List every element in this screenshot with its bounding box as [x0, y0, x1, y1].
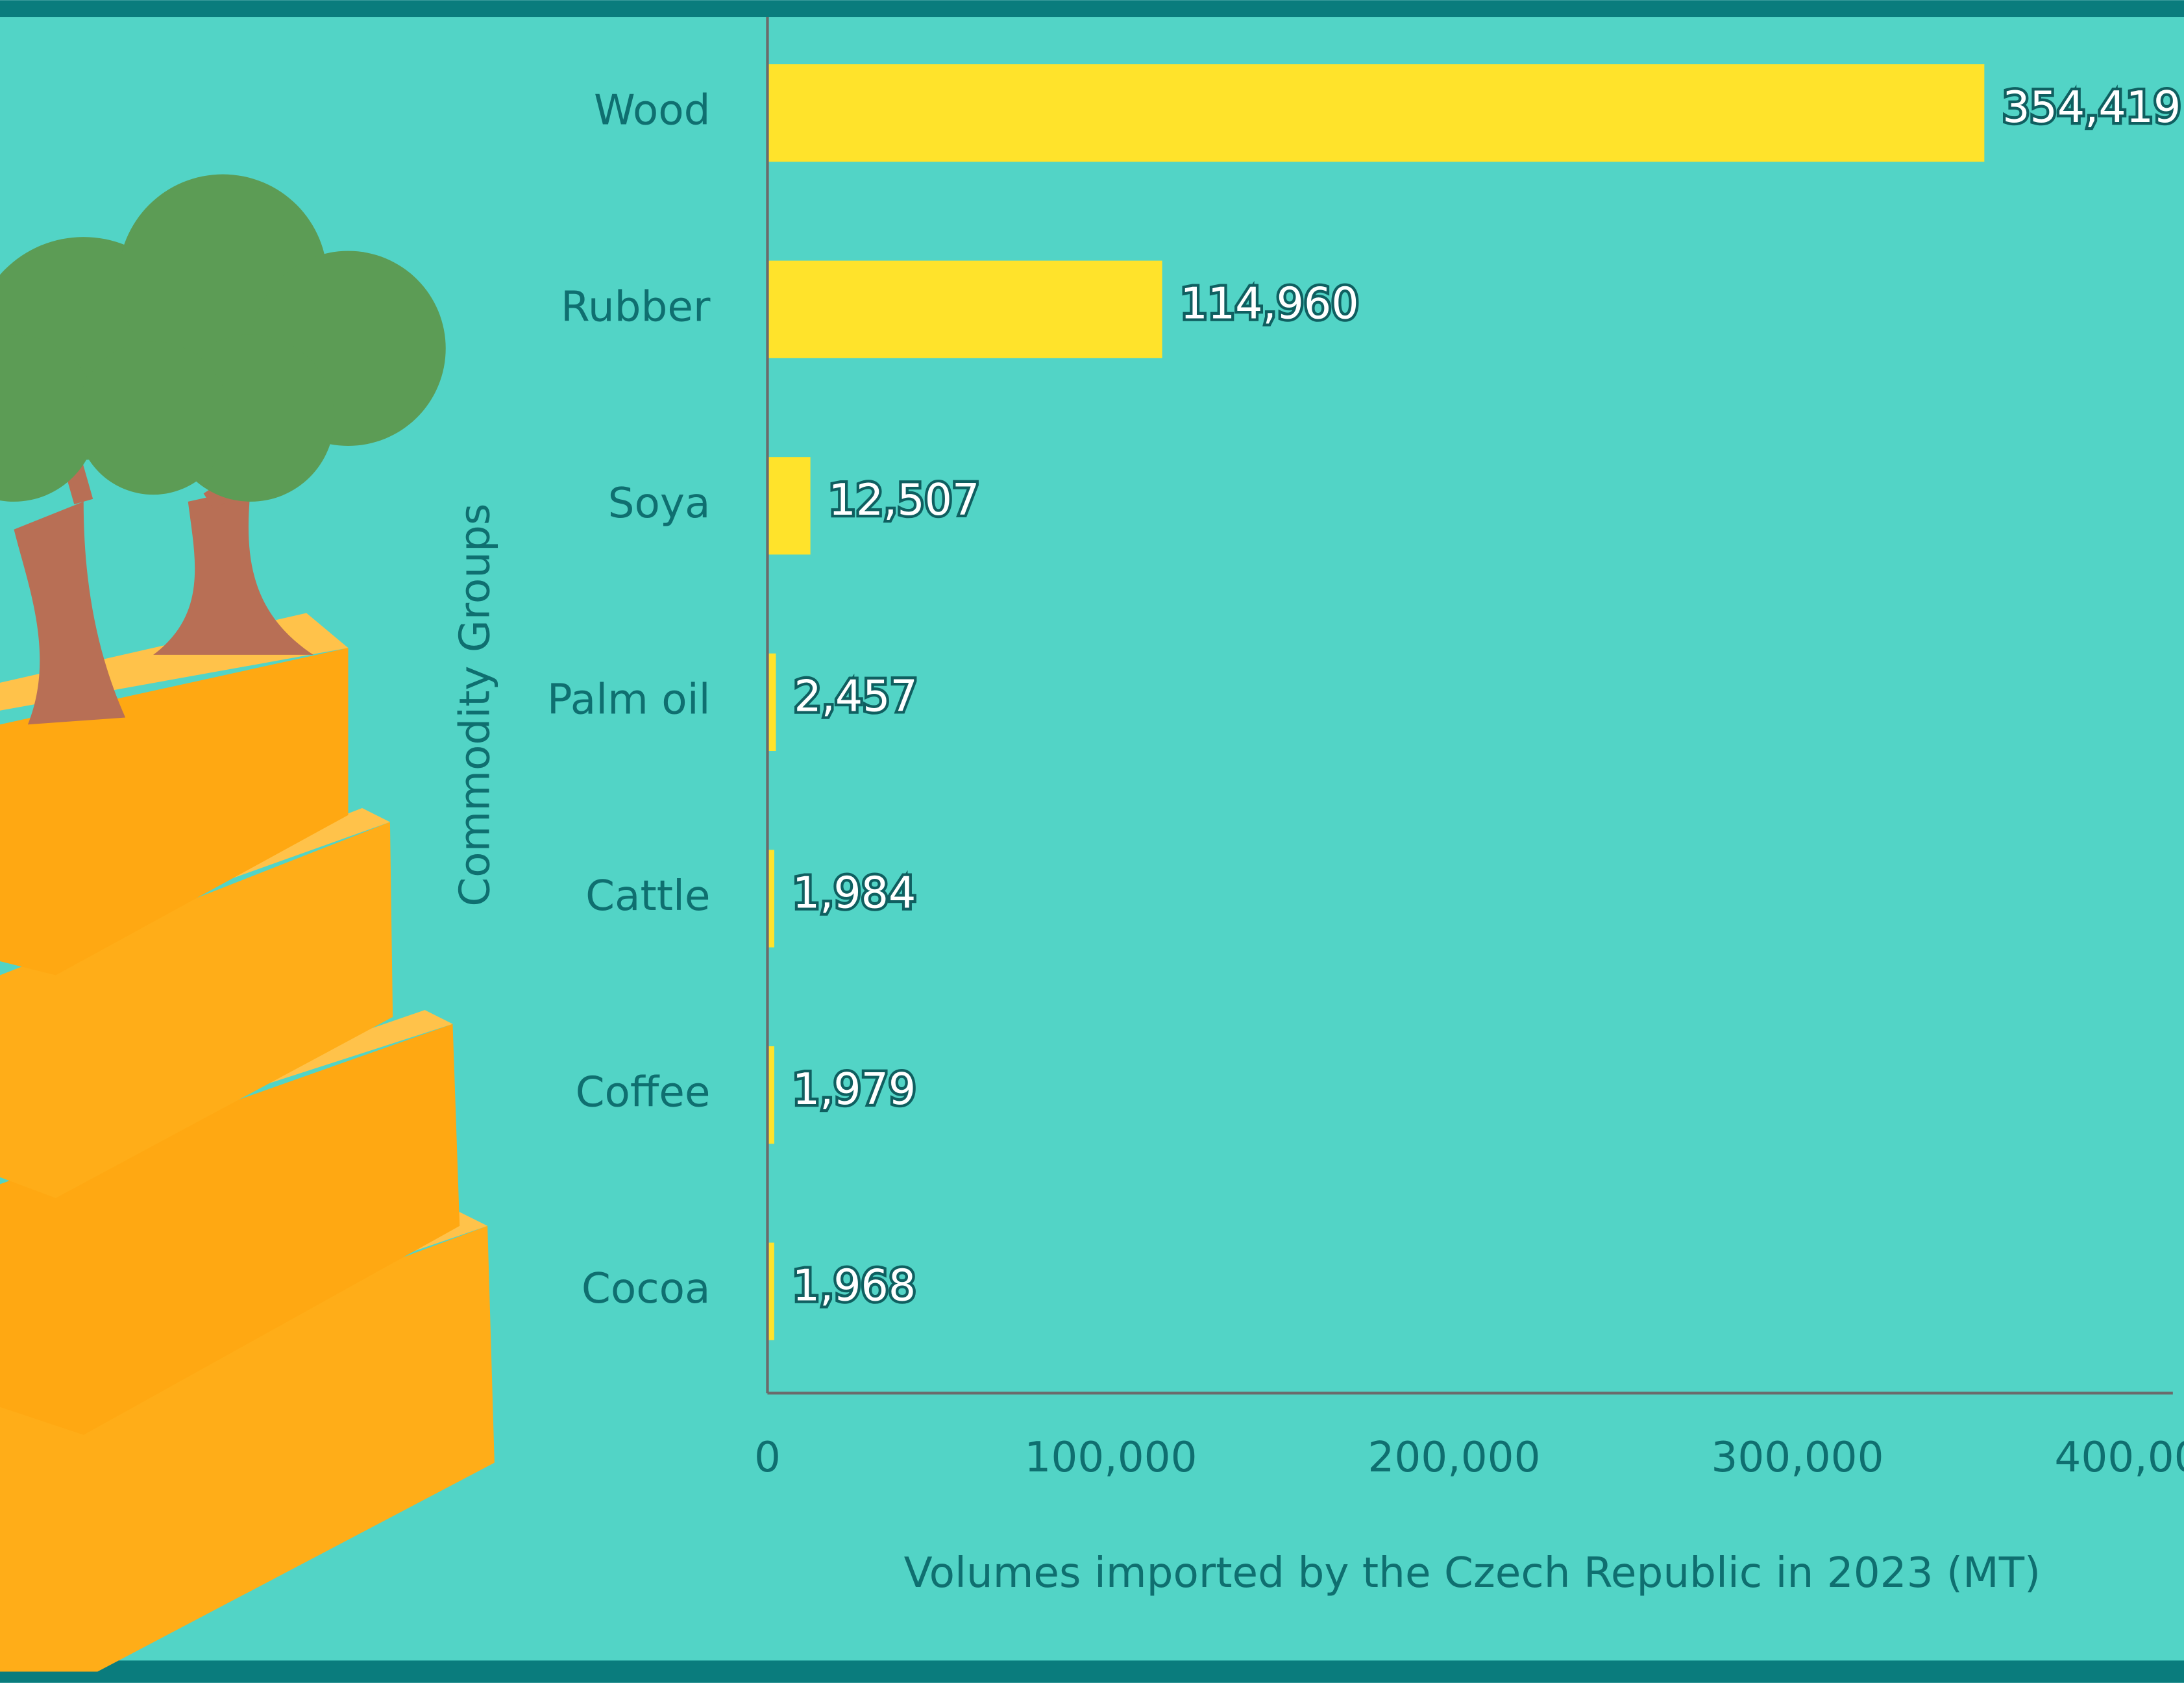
y-tick-label: Coffee — [576, 1068, 711, 1117]
y-tick-label: Wood — [594, 86, 711, 135]
value-label: 114,960 — [1181, 278, 1359, 328]
bar — [767, 64, 1985, 162]
y-tick-label: Rubber — [561, 282, 711, 331]
illustration — [0, 174, 495, 1672]
y-tick-label: Cattle — [585, 872, 710, 920]
value-label: 1,979 — [792, 1064, 916, 1114]
value-label: 12,507 — [829, 474, 980, 525]
y-tick-label: Cocoa — [582, 1264, 711, 1313]
value-label: 354,419 — [2002, 82, 2181, 132]
bar — [767, 1242, 774, 1340]
bottom-band — [0, 1660, 2184, 1683]
value-label: 2,457 — [794, 671, 917, 722]
bar — [767, 653, 776, 752]
x-axis-label: Volumes imported by the Czech Republic i… — [904, 1549, 2041, 1597]
x-tick-label: 0 — [754, 1433, 781, 1482]
x-tick-label: 200,000 — [1368, 1433, 1540, 1482]
top-band — [0, 0, 2184, 18]
y-tick-label: Soya — [608, 479, 711, 528]
x-tick-label: 300,000 — [1711, 1433, 1883, 1482]
y-tick-label: Palm oil — [547, 675, 711, 724]
value-label: 1,984 — [792, 867, 916, 918]
bar — [767, 457, 811, 555]
bar — [767, 850, 774, 948]
y-axis-label: Commodity Groups — [451, 504, 500, 907]
x-tick-label: 100,000 — [1024, 1433, 1197, 1482]
value-label: 1,968 — [792, 1260, 916, 1310]
bar — [767, 260, 1162, 358]
x-tick-label: 400,000 — [2054, 1433, 2184, 1482]
bar — [767, 1046, 774, 1144]
